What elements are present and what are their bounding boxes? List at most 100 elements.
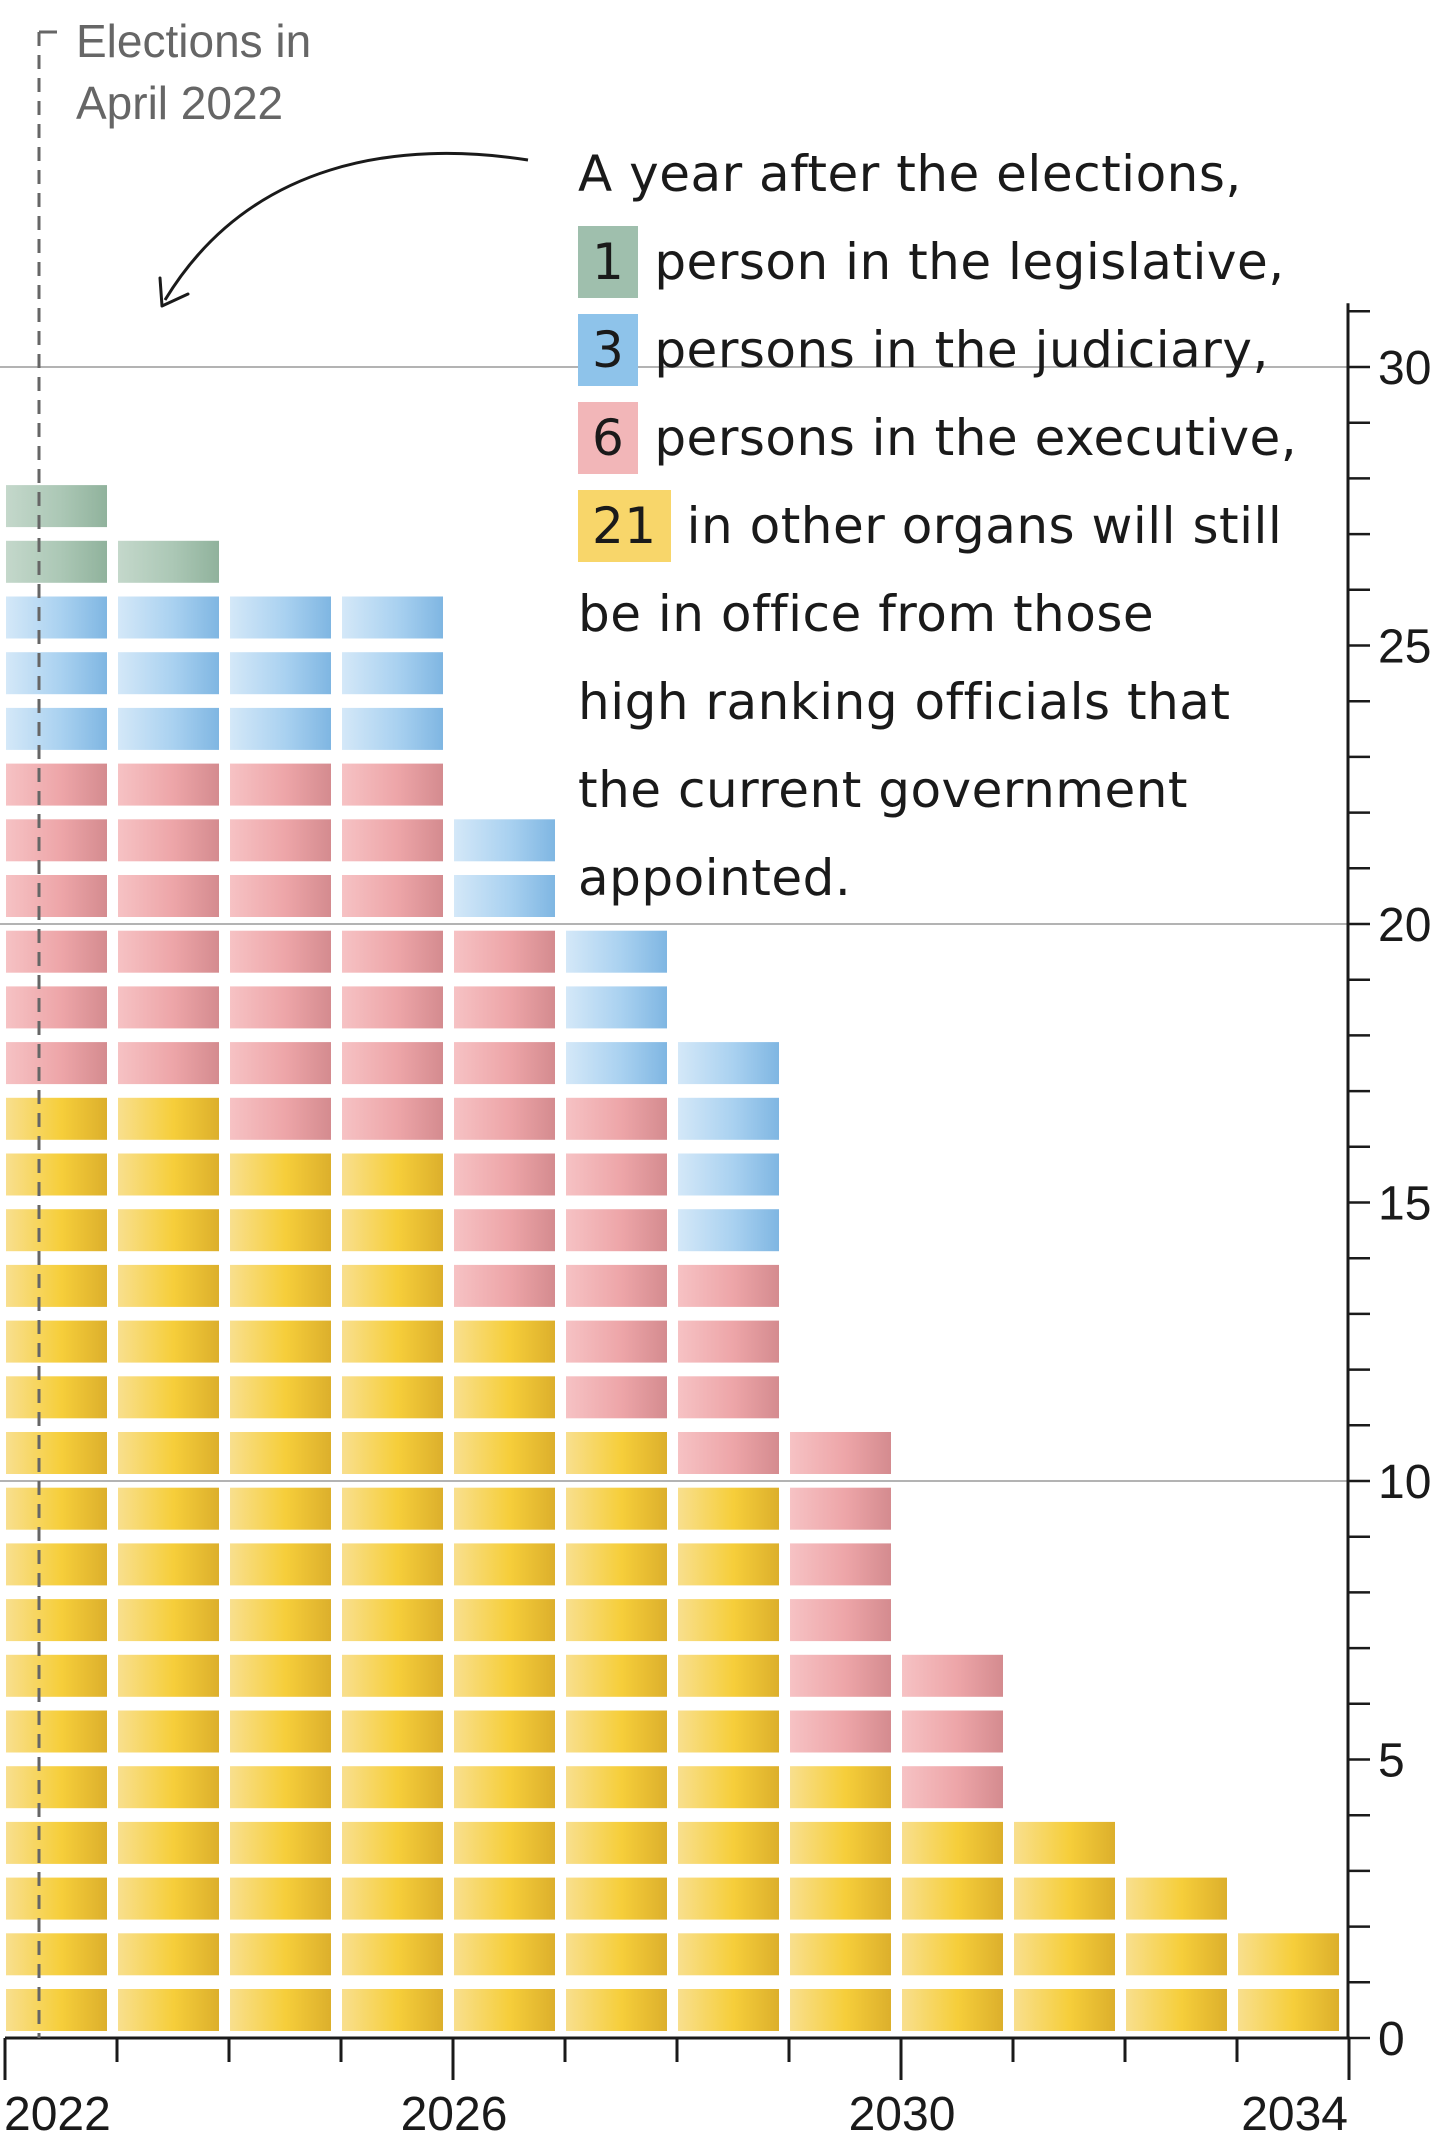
bar-unit-executive-2024 xyxy=(230,1097,331,1140)
bar-unit-executive-2022 xyxy=(6,819,107,862)
bar-unit-executive-2023 xyxy=(118,986,219,1029)
bar-unit-other-organs-2024 xyxy=(230,1487,331,1530)
bar-unit-other-organs-2022 xyxy=(6,1209,107,1252)
bar-unit-other-organs-2025 xyxy=(342,1264,443,1307)
bar-unit-other-organs-2025 xyxy=(342,1209,443,1252)
callout-number-executive: 6 xyxy=(578,402,639,474)
bar-unit-judiciary-2023 xyxy=(118,707,219,750)
bar-unit-judiciary-2025 xyxy=(342,596,443,639)
bar-unit-other-organs-2023 xyxy=(118,1543,219,1586)
bar-unit-other-organs-2023 xyxy=(118,1097,219,1140)
bar-unit-other-organs-2029 xyxy=(790,1821,891,1864)
bar-unit-other-organs-2022 xyxy=(6,1766,107,1809)
bar-unit-judiciary-2023 xyxy=(118,596,219,639)
bar-unit-executive-2023 xyxy=(118,763,219,806)
bar-unit-other-organs-2022 xyxy=(6,1097,107,1140)
bar-unit-other-organs-2024 xyxy=(230,1710,331,1753)
bar-unit-other-organs-2029 xyxy=(790,1766,891,1809)
bar-unit-judiciary-2028 xyxy=(678,1097,779,1140)
bar-unit-other-organs-2028 xyxy=(678,1766,779,1809)
y-tick-label-30: 30 xyxy=(1378,342,1431,395)
bar-unit-judiciary-2026 xyxy=(454,875,555,917)
bar-unit-executive-2030 xyxy=(902,1710,1003,1753)
callout-text-legislative: person in the legislative, xyxy=(654,233,1285,291)
bar-unit-executive-2022 xyxy=(6,875,107,917)
y-tick-label-15: 15 xyxy=(1378,1178,1431,1231)
bar-unit-other-organs-2026 xyxy=(454,1933,555,1976)
callout-text: A year after the elections, 1 person in t… xyxy=(578,130,1338,922)
bar-unit-other-organs-2024 xyxy=(230,1877,331,1920)
bar-unit-executive-2027 xyxy=(566,1153,667,1196)
bar-unit-other-organs-2031 xyxy=(1014,1989,1115,2031)
bar-unit-other-organs-2024 xyxy=(230,1153,331,1196)
y-tick-label-5: 5 xyxy=(1378,1735,1405,1788)
bar-unit-judiciary-2027 xyxy=(566,986,667,1029)
bar-unit-judiciary-2022 xyxy=(6,652,107,695)
callout-outro-4: appointed. xyxy=(578,849,852,907)
bar-unit-executive-2029 xyxy=(790,1543,891,1586)
bar-unit-executive-2026 xyxy=(454,930,555,973)
bar-unit-executive-2027 xyxy=(566,1320,667,1363)
x-tick-label-2030: 2030 xyxy=(849,2088,956,2141)
bar-unit-executive-2027 xyxy=(566,1097,667,1140)
bar-unit-other-organs-2027 xyxy=(566,1710,667,1753)
bar-unit-other-organs-2024 xyxy=(230,1599,331,1642)
callout-outro-2: high ranking officials that xyxy=(578,673,1231,731)
bar-unit-other-organs-2028 xyxy=(678,1877,779,1920)
y-tick-label-25: 25 xyxy=(1378,621,1431,674)
y-tick-label-10: 10 xyxy=(1378,1456,1431,1509)
bar-unit-other-organs-2023 xyxy=(118,1933,219,1976)
callout-outro-3: the current government xyxy=(578,761,1189,819)
bar-unit-other-organs-2025 xyxy=(342,1821,443,1864)
bar-unit-executive-2025 xyxy=(342,930,443,973)
bar-unit-judiciary-2026 xyxy=(454,819,555,862)
bar-unit-other-organs-2023 xyxy=(118,1432,219,1474)
bar-unit-executive-2024 xyxy=(230,875,331,917)
bar-unit-executive-2025 xyxy=(342,1097,443,1140)
bar-unit-executive-2023 xyxy=(118,819,219,862)
callout-intro: A year after the elections, xyxy=(578,145,1242,203)
bar-unit-executive-2024 xyxy=(230,1042,331,1085)
bar-unit-other-organs-2025 xyxy=(342,1989,443,2031)
bar-unit-executive-2023 xyxy=(118,1042,219,1085)
bar-unit-other-organs-2022 xyxy=(6,1821,107,1864)
bar-unit-other-organs-2024 xyxy=(230,1766,331,1809)
bar-unit-judiciary-2022 xyxy=(6,707,107,750)
bar-unit-executive-2029 xyxy=(790,1599,891,1642)
bar-unit-executive-2022 xyxy=(6,986,107,1029)
bar-unit-other-organs-2023 xyxy=(118,1654,219,1697)
bar-unit-other-organs-2025 xyxy=(342,1487,443,1530)
callout-item-judiciary: 3 persons in the judiciary, xyxy=(578,306,1338,394)
bar-unit-other-organs-2025 xyxy=(342,1320,443,1363)
bar-unit-other-organs-2026 xyxy=(454,1877,555,1920)
bar-unit-executive-2029 xyxy=(790,1487,891,1530)
bar-unit-executive-2026 xyxy=(454,1097,555,1140)
bar-unit-other-organs-2024 xyxy=(230,1821,331,1864)
bar-unit-other-organs-2022 xyxy=(6,1710,107,1753)
bar-unit-other-organs-2027 xyxy=(566,1821,667,1864)
bar-unit-other-organs-2025 xyxy=(342,1543,443,1586)
bar-unit-executive-2025 xyxy=(342,763,443,806)
bar-unit-other-organs-2028 xyxy=(678,1487,779,1530)
callout-arrowhead xyxy=(158,276,190,308)
bar-unit-executive-2026 xyxy=(454,1209,555,1252)
bar-unit-executive-2026 xyxy=(454,1042,555,1085)
bar-unit-other-organs-2024 xyxy=(230,1654,331,1697)
bar-unit-other-organs-2028 xyxy=(678,1989,779,2031)
bar-unit-other-organs-2025 xyxy=(342,1933,443,1976)
bar-unit-executive-2022 xyxy=(6,1042,107,1085)
bar-unit-judiciary-2022 xyxy=(6,596,107,639)
bar-unit-executive-2023 xyxy=(118,930,219,973)
bar-unit-other-organs-2027 xyxy=(566,1989,667,2031)
callout-text-other: in other organs will still xyxy=(686,497,1283,555)
bar-unit-judiciary-2027 xyxy=(566,1042,667,1085)
bar-unit-other-organs-2027 xyxy=(566,1766,667,1809)
bar-unit-other-organs-2022 xyxy=(6,1989,107,2031)
bar-unit-other-organs-2023 xyxy=(118,1209,219,1252)
election-label-line-2: April 2022 xyxy=(76,77,284,129)
bar-unit-other-organs-2023 xyxy=(118,1766,219,1809)
bar-unit-other-organs-2023 xyxy=(118,1989,219,2031)
bar-unit-judiciary-2025 xyxy=(342,652,443,695)
bar-unit-other-organs-2026 xyxy=(454,1376,555,1419)
bar-unit-other-organs-2022 xyxy=(6,1153,107,1196)
